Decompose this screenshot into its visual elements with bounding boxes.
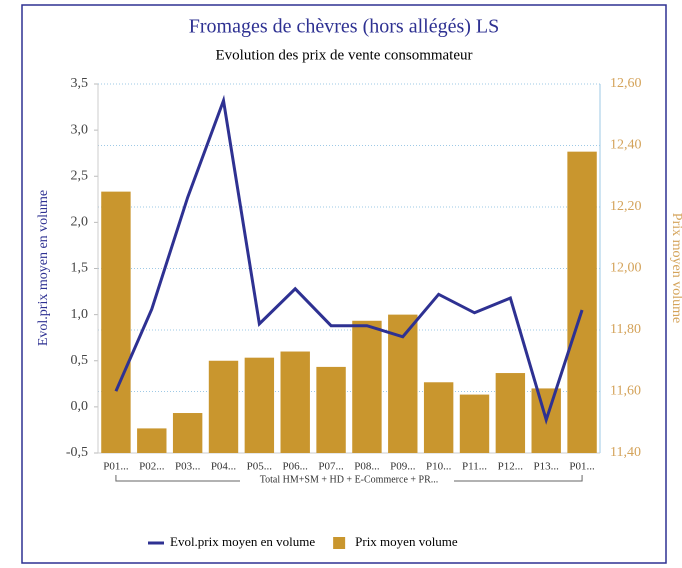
y-axis-label: Evol.prix moyen en volume xyxy=(36,190,51,346)
bar xyxy=(244,357,275,453)
x-tick-label: P11... xyxy=(462,461,487,473)
x-tick-label: P06... xyxy=(283,461,309,473)
y-tick-label: 1,5 xyxy=(71,261,89,276)
x-tick-label: P04... xyxy=(211,461,237,473)
x-tick-label: P08... xyxy=(354,461,380,473)
y2-tick-label: 12,60 xyxy=(610,76,642,91)
x-tick-label: P05... xyxy=(247,461,273,473)
x-tick-label: P07... xyxy=(318,461,344,473)
x-tick-label: P13... xyxy=(534,461,560,473)
y-tick-label: 0,0 xyxy=(71,399,89,414)
legend-swatch xyxy=(333,537,346,549)
y-tick-label: 3,0 xyxy=(71,122,89,137)
bar xyxy=(208,360,239,453)
bar xyxy=(423,382,454,453)
y-tick-label: 2,0 xyxy=(71,215,89,230)
line xyxy=(114,94,584,425)
y2-tick-label: 11,60 xyxy=(610,384,641,399)
x-tick-label: P12... xyxy=(498,461,524,473)
x-tick-label: P09... xyxy=(390,461,416,473)
bar xyxy=(280,351,310,453)
bar xyxy=(137,428,167,453)
x-tick-label: P10... xyxy=(426,461,452,473)
y2-axis-label: Prix moyen volume xyxy=(669,213,682,323)
chart-subtitle: Evolution des prix de vente consommateur xyxy=(215,47,472,63)
bar xyxy=(172,413,203,453)
legend-label: Evol.prix moyen en volume xyxy=(170,534,315,549)
y2-tick-label: 11,40 xyxy=(610,445,641,460)
x-tick-label: P03... xyxy=(175,461,201,473)
legend-label: Prix moyen volume xyxy=(355,534,458,549)
y2-tick-label: 11,80 xyxy=(610,322,641,337)
group-label-bg xyxy=(240,474,454,486)
y-tick-label: 3,5 xyxy=(71,76,89,91)
y-tick-label: -0,5 xyxy=(66,445,88,460)
y-tick-label: 1,0 xyxy=(71,307,89,322)
chart-title: Fromages de chèvres (hors allégés) LS xyxy=(189,16,499,38)
bar xyxy=(101,191,131,453)
x-tick-label: P01... xyxy=(103,461,129,473)
y-tick-label: 0,5 xyxy=(71,353,89,368)
y-tick-label: 2,5 xyxy=(71,168,89,183)
y2-tick-label: 12,40 xyxy=(610,138,642,153)
x-tick-label: P01... xyxy=(569,461,595,473)
bar xyxy=(316,366,346,453)
bar xyxy=(495,373,526,453)
y2-tick-label: 12,20 xyxy=(610,199,642,214)
x-tick-label: P02... xyxy=(139,461,165,473)
bar xyxy=(459,394,490,453)
group-label: Total HM+SM + HD + E-Commerce + PR... xyxy=(260,474,439,485)
bar xyxy=(567,151,597,453)
bar xyxy=(352,320,382,453)
y2-tick-label: 12,00 xyxy=(610,261,642,276)
